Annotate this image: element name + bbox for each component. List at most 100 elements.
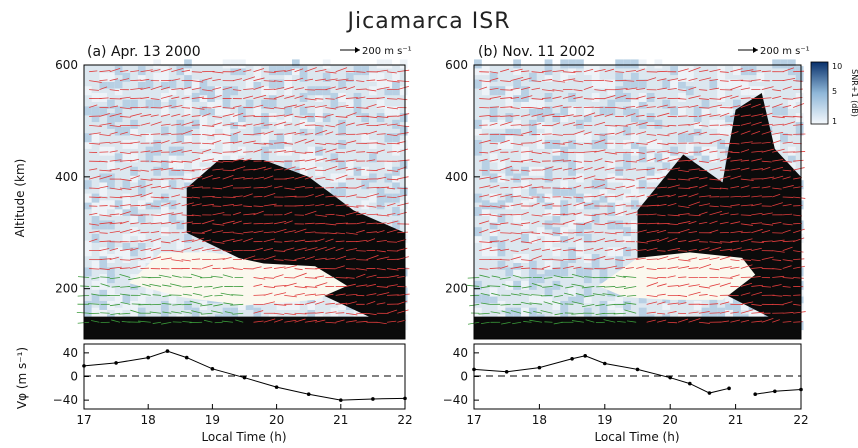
snr-cell <box>307 86 316 96</box>
drift-vector <box>782 203 792 207</box>
snr-cell <box>678 106 686 116</box>
snr-cell <box>207 126 215 136</box>
snr-cell <box>638 79 647 89</box>
drift-vector <box>376 142 386 145</box>
drift-vector <box>284 259 297 262</box>
snr-cell <box>222 92 231 102</box>
snr-cell <box>670 153 678 163</box>
drift-vector <box>397 309 409 314</box>
drift-vector <box>89 142 101 145</box>
snr-cell <box>536 133 545 143</box>
snr-cell <box>99 287 108 297</box>
drift-vector <box>740 149 750 153</box>
snr-cell <box>361 133 369 143</box>
snr-cell <box>725 126 733 136</box>
snr-cell <box>497 86 506 96</box>
drift-vector <box>253 277 266 280</box>
drift-vector <box>376 239 387 243</box>
snr-cell <box>84 106 92 116</box>
snr-cell <box>222 133 231 143</box>
drift-vector <box>335 319 345 323</box>
snr-cell <box>717 126 726 136</box>
snr-cell <box>122 254 131 264</box>
drift-vector <box>730 159 743 162</box>
snr-cell <box>91 307 100 317</box>
snr-cell <box>591 79 600 89</box>
drift-vector <box>751 70 762 73</box>
snr-cell <box>392 86 400 96</box>
drift-vector <box>273 274 284 278</box>
snr-cell <box>748 86 757 96</box>
drift-vector <box>678 213 690 216</box>
snr-cell <box>576 193 584 203</box>
drift-vector <box>212 241 225 244</box>
drift-vector <box>500 186 509 189</box>
snr-cell <box>732 79 741 89</box>
snr-cell <box>145 287 154 297</box>
snr-cell <box>646 92 655 102</box>
drift-vector <box>552 96 562 99</box>
drift-vector <box>376 286 388 288</box>
drift-vector <box>562 160 572 162</box>
drift-vector <box>191 222 202 225</box>
snr-cell <box>114 207 123 217</box>
drift-vector <box>315 157 327 162</box>
snr-cell <box>99 106 108 116</box>
drift-vector <box>315 293 326 296</box>
drift-vector <box>386 80 400 83</box>
snr-cell <box>623 153 631 163</box>
snr-cell <box>153 240 161 250</box>
snr-cell <box>536 193 545 203</box>
drift-vector <box>170 283 182 287</box>
drift-vector <box>397 176 409 180</box>
drift-vector <box>709 166 722 171</box>
drift-vector <box>345 86 356 90</box>
drift-vector <box>376 149 385 153</box>
drift-vector <box>467 284 480 287</box>
snr-cell <box>772 59 781 69</box>
drift-vector <box>356 221 366 225</box>
drift-vector <box>253 247 263 252</box>
drift-vector <box>181 69 191 73</box>
snr-cell <box>717 139 726 149</box>
snr-cell <box>497 260 506 270</box>
snr-cell <box>544 233 553 243</box>
snr-cell <box>521 99 529 109</box>
drift-vector <box>751 168 763 171</box>
drift-vector <box>243 95 254 99</box>
drift-vector <box>119 96 131 99</box>
drift-vector <box>263 175 274 180</box>
drift-vector <box>573 185 582 189</box>
drift-vector <box>571 283 584 287</box>
drift-vector <box>397 113 410 117</box>
snr-cell <box>99 307 108 317</box>
drift-vector <box>140 238 152 243</box>
drift-vector <box>130 229 141 234</box>
drift-vector <box>782 223 793 226</box>
drift-vector <box>304 293 317 296</box>
snr-cell <box>489 213 498 223</box>
snr-cell <box>91 294 100 304</box>
drift-vector <box>89 268 100 270</box>
drift-vector <box>751 113 764 117</box>
snr-cell <box>168 294 177 304</box>
drift-vector <box>160 68 173 73</box>
x-tick-label: 22 <box>793 413 808 427</box>
drift-vector <box>541 265 551 269</box>
drift-vector <box>212 196 222 199</box>
snr-cell <box>145 247 154 257</box>
drift-vector <box>480 286 490 289</box>
snr-cell <box>607 193 616 203</box>
drift-vector <box>366 159 376 162</box>
snr-cell <box>623 59 631 69</box>
snr-cell <box>322 113 331 123</box>
snr-cell <box>725 106 733 116</box>
snr-cell <box>638 307 647 317</box>
drift-vector <box>191 115 201 117</box>
drift-vector <box>294 286 308 289</box>
drift-vector <box>520 86 531 90</box>
drift-vector <box>623 286 637 289</box>
snr-cell <box>145 79 154 89</box>
drift-vector <box>356 80 365 82</box>
snr-cell <box>107 267 115 277</box>
